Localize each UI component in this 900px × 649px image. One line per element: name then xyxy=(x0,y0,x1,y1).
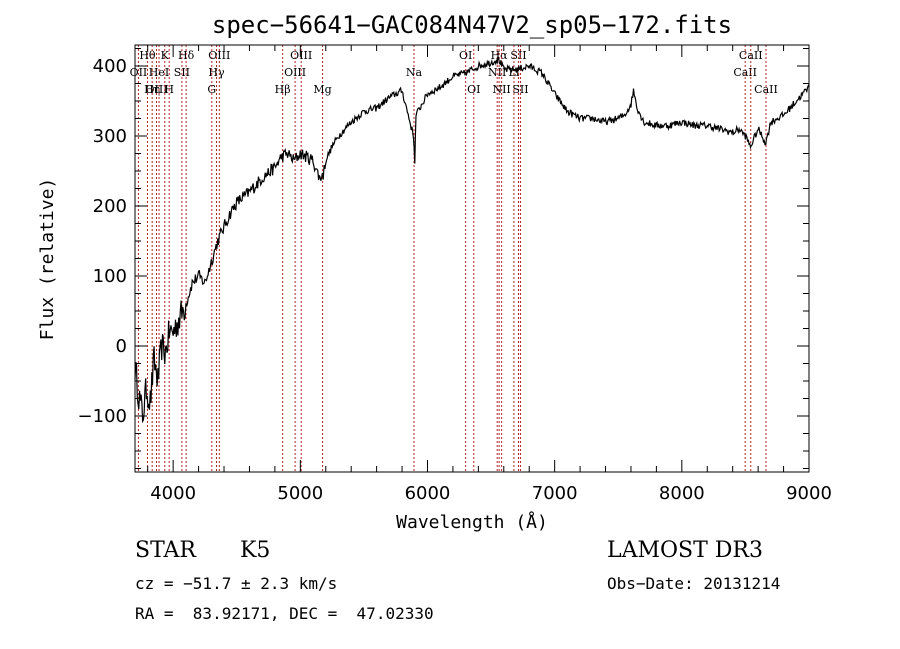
line-label-10: Hγ xyxy=(208,66,225,79)
line-label-13: OIII xyxy=(284,66,306,79)
line-label-14: OIII xyxy=(290,49,312,62)
redshift-cz: cz = −51.7 ± 2.3 km/s xyxy=(135,574,338,593)
line-label-25: CaII xyxy=(733,66,757,79)
line-label-16: Na xyxy=(406,66,423,79)
x-tick-label-0: 4000 xyxy=(150,483,196,504)
x-tick-label-1: 5000 xyxy=(277,483,323,504)
y-tick-label-0: −100 xyxy=(78,406,127,427)
y-axis-label: Flux (relative) xyxy=(37,178,58,341)
y-tick-label-3: 200 xyxy=(93,196,127,217)
spectrum-line xyxy=(134,56,810,424)
spectral-line-markers: OIIHθHηOIIIHeIKHSIIHδGHγOIIIHβOIIIOIIIMg… xyxy=(130,45,778,472)
axis-ticks: 4000 5000 6000 7000 8000 9000 −100 0 100 200 300 40… xyxy=(78,45,832,504)
y-tick-label-2: 100 xyxy=(93,266,127,287)
line-label-11: OIII xyxy=(208,49,230,62)
line-label-7: SII xyxy=(174,66,190,79)
plot-frame xyxy=(134,44,810,473)
x-tick-label-3: 7000 xyxy=(532,483,578,504)
line-label-9: G xyxy=(207,83,216,96)
line-label-8: Hδ xyxy=(178,49,195,62)
line-label-17: OI xyxy=(459,49,472,62)
x-tick-label-2: 6000 xyxy=(405,483,451,504)
line-label-24: SII xyxy=(512,83,528,96)
line-label-27: CaII xyxy=(754,83,778,96)
line-label-5: K xyxy=(161,49,170,62)
line-label-26: CaII xyxy=(739,49,763,62)
y-tick-label-5: 400 xyxy=(93,56,127,77)
line-label-6: H xyxy=(164,83,174,96)
line-label-20: Hα xyxy=(491,49,509,62)
line-label-4: HeI xyxy=(149,66,169,79)
survey-name: LAMOST DR3 xyxy=(607,538,763,563)
chart-title: spec−56641−GAC084N47V2_sp05−172.fits xyxy=(212,11,732,39)
object-subclass: K5 xyxy=(240,538,271,563)
x-tick-label-4: 8000 xyxy=(659,483,705,504)
line-label-18: OI xyxy=(467,83,480,96)
line-label-12: Hβ xyxy=(275,83,291,96)
x-axis-label: Wavelength (Å) xyxy=(396,511,548,533)
line-label-23: SII xyxy=(510,49,526,62)
coordinates: RA = 83.92171, DEC = 47.02330 xyxy=(135,604,434,623)
line-label-3: OIII xyxy=(145,83,167,96)
y-tick-label-1: 0 xyxy=(116,336,127,357)
line-label-15: Mg xyxy=(313,83,331,96)
y-tick-label-4: 300 xyxy=(93,126,127,147)
observation-date: Obs−Date: 20131214 xyxy=(607,574,781,593)
line-label-0: OII xyxy=(130,66,148,79)
line-label-21: NII xyxy=(492,83,510,96)
x-tick-label-5: 9000 xyxy=(786,483,832,504)
line-label-22: Li xyxy=(509,66,520,79)
object-class: STAR xyxy=(135,538,196,563)
